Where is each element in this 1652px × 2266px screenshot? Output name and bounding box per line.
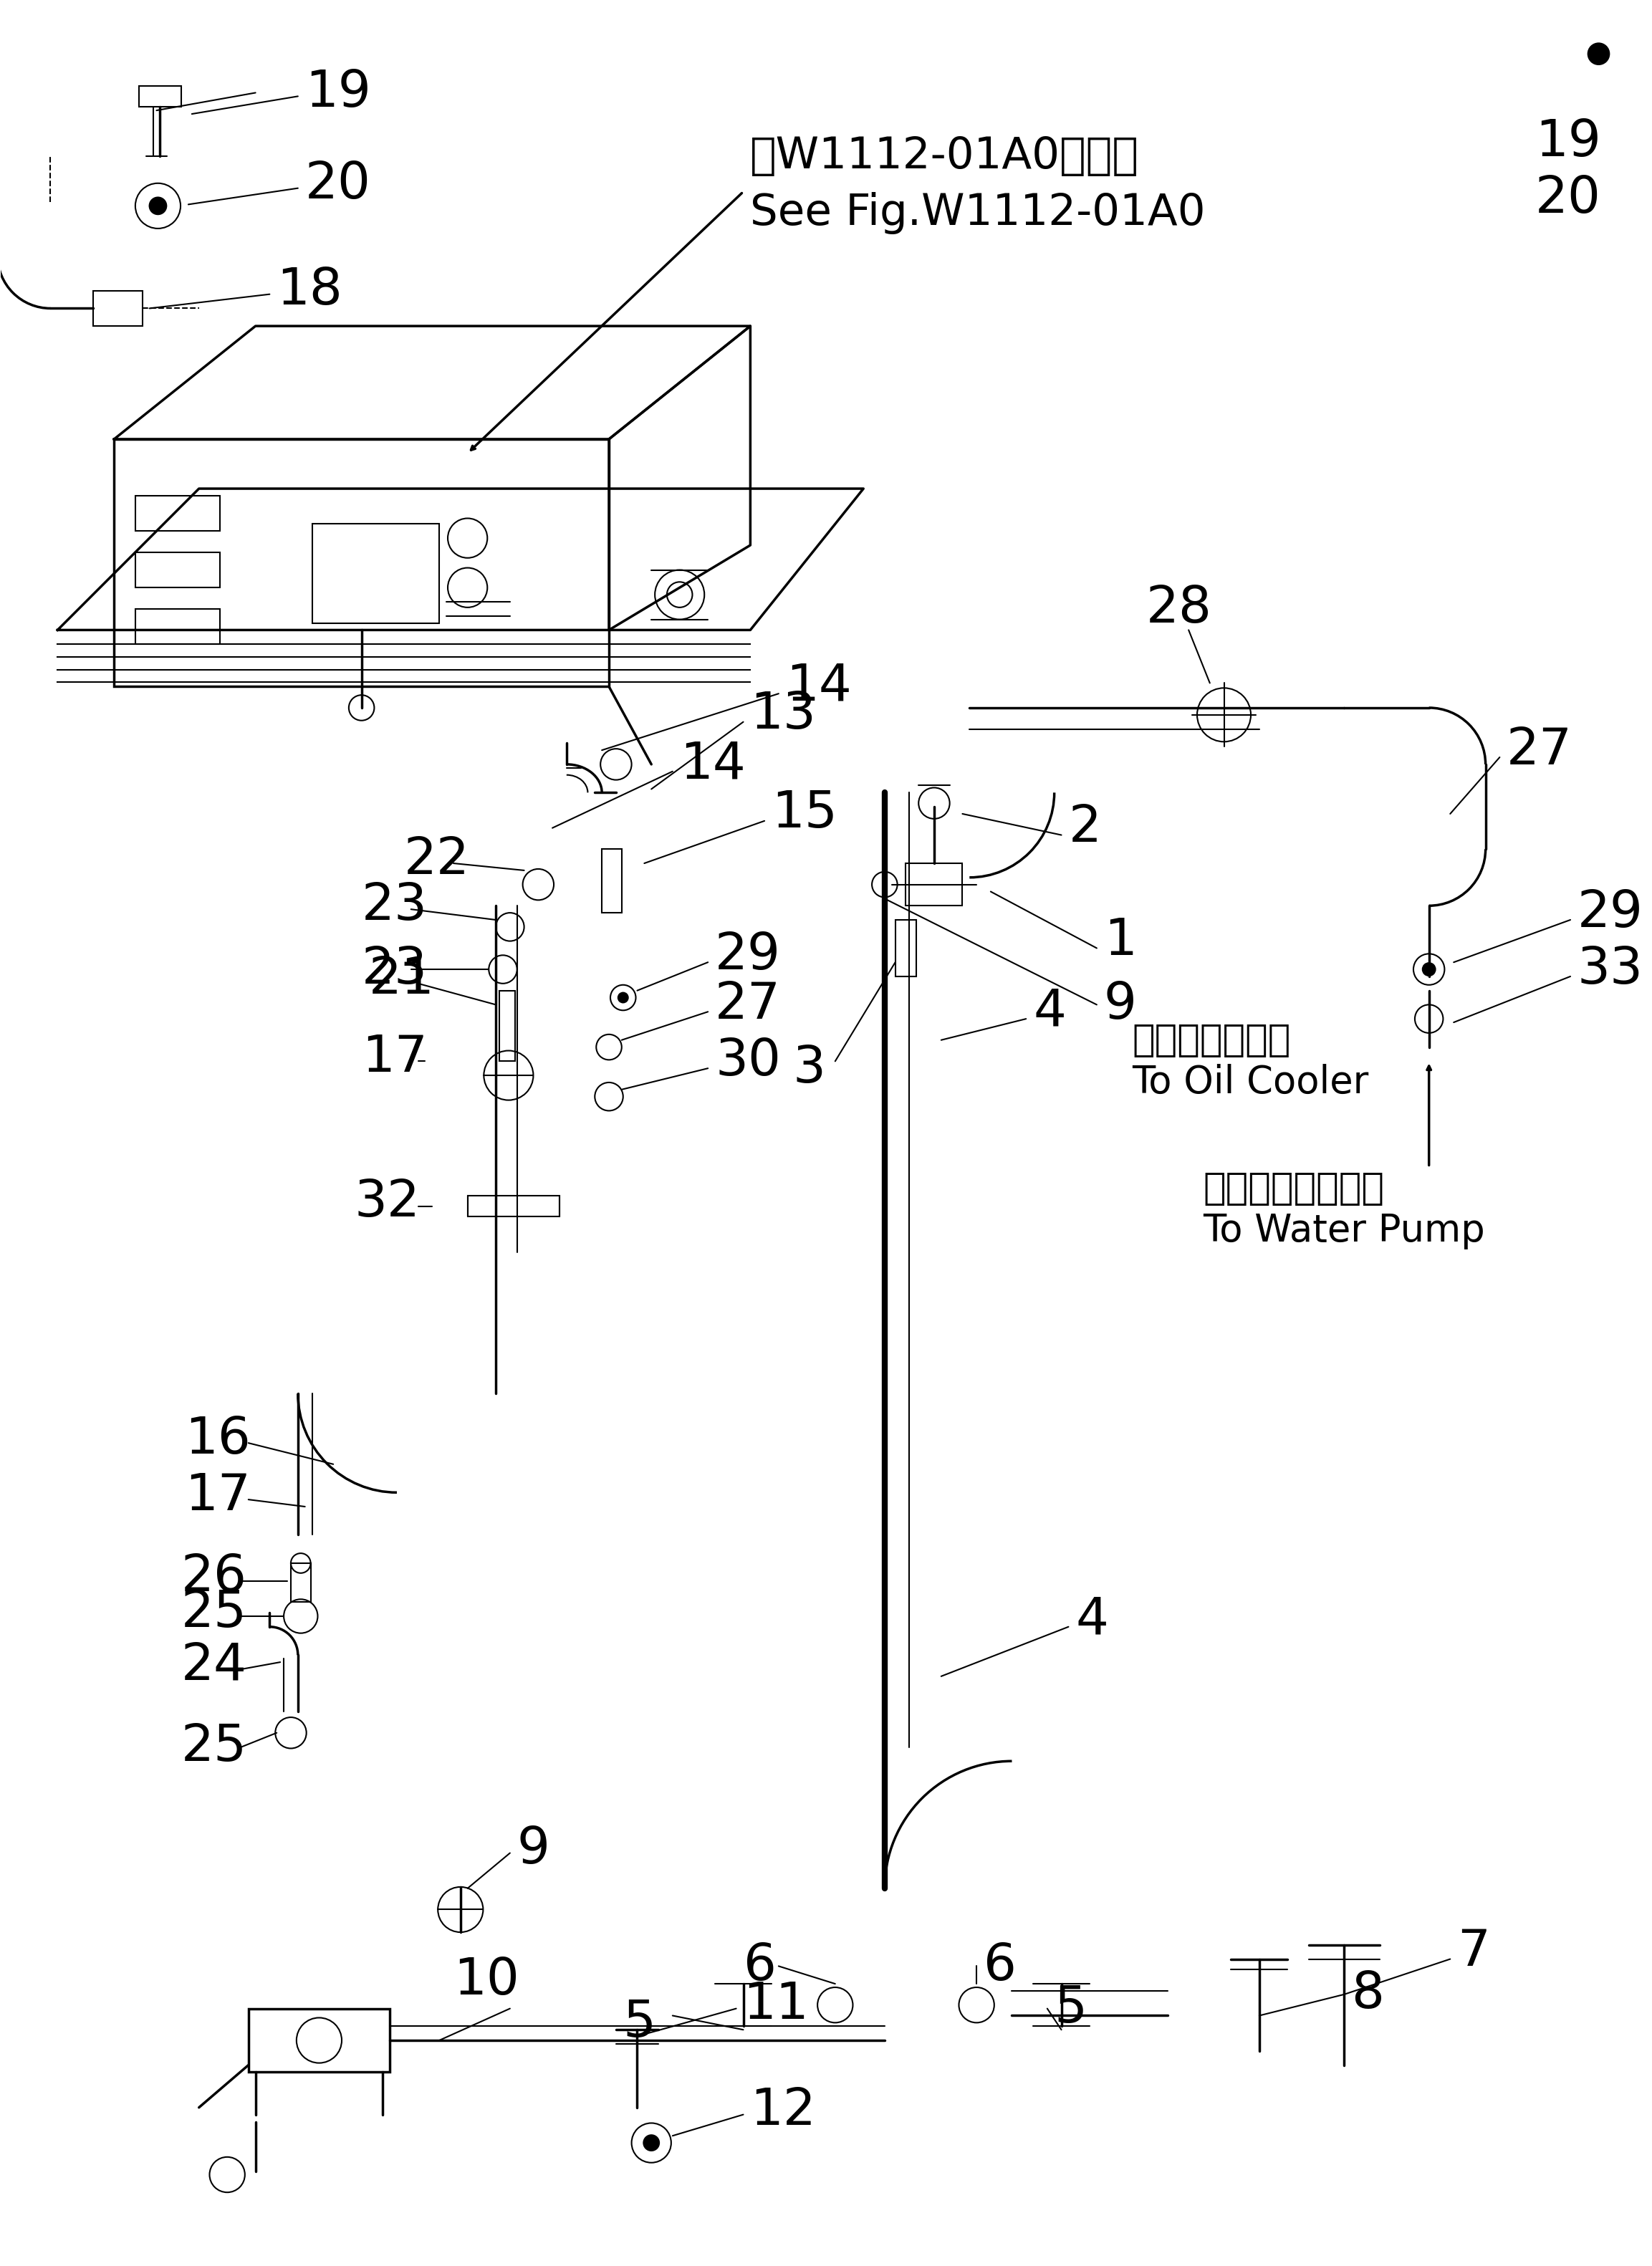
Text: 20: 20 — [306, 161, 370, 208]
Text: 19: 19 — [1535, 118, 1601, 168]
Text: 7: 7 — [1457, 1928, 1490, 1976]
Text: 9: 9 — [517, 1824, 550, 1874]
Text: 11: 11 — [743, 1980, 809, 2030]
Text: 22: 22 — [405, 836, 469, 884]
Text: 18: 18 — [276, 265, 342, 315]
Text: 14: 14 — [679, 739, 745, 789]
Bar — [499, 990, 515, 1060]
Text: 27: 27 — [1507, 725, 1573, 775]
Text: 6: 6 — [743, 1942, 776, 1992]
Bar — [248, 2008, 390, 2071]
Bar — [135, 610, 220, 644]
Circle shape — [644, 2135, 659, 2150]
Text: 15: 15 — [771, 789, 838, 838]
Text: 16: 16 — [185, 1414, 251, 1464]
Bar — [291, 1564, 311, 1602]
Text: 5: 5 — [1054, 1983, 1087, 2033]
Text: 9: 9 — [1104, 979, 1137, 1029]
Bar — [905, 863, 963, 906]
Text: 30: 30 — [715, 1036, 781, 1085]
Text: 12: 12 — [750, 2087, 816, 2137]
Text: 6: 6 — [983, 1942, 1016, 1992]
Bar — [468, 1196, 560, 1217]
Text: 29: 29 — [1578, 888, 1644, 938]
Text: 10: 10 — [453, 1956, 519, 2005]
Text: 33: 33 — [1578, 945, 1644, 995]
Circle shape — [618, 993, 628, 1002]
Text: 25: 25 — [182, 1588, 248, 1638]
Text: To Oil Cooler: To Oil Cooler — [1132, 1063, 1370, 1101]
Text: 第W1112-01A0図参照: 第W1112-01A0図参照 — [750, 136, 1140, 177]
Bar — [114, 440, 610, 687]
Bar — [312, 523, 439, 623]
Bar — [895, 920, 917, 977]
Circle shape — [1588, 43, 1609, 63]
Text: 5: 5 — [623, 1999, 656, 2048]
Text: 4: 4 — [1075, 1595, 1108, 1645]
Text: To Water Pump: To Water Pump — [1203, 1212, 1485, 1249]
Text: オイルクーラへ: オイルクーラへ — [1132, 1022, 1290, 1058]
Text: See Fig.W1112-01A0: See Fig.W1112-01A0 — [750, 193, 1206, 233]
Text: 17: 17 — [362, 1033, 428, 1083]
Text: 26: 26 — [182, 1552, 248, 1602]
Text: 32: 32 — [355, 1178, 420, 1228]
Text: 1: 1 — [1104, 915, 1137, 965]
Text: 3: 3 — [793, 1045, 826, 1092]
Bar — [135, 553, 220, 587]
Text: 28: 28 — [1146, 585, 1213, 634]
Text: 23: 23 — [362, 945, 428, 995]
Text: 21: 21 — [368, 956, 434, 1004]
Text: 2: 2 — [1069, 802, 1102, 852]
Bar — [135, 496, 220, 530]
Text: 13: 13 — [750, 691, 816, 739]
Bar — [93, 290, 142, 326]
Text: 4: 4 — [1032, 988, 1066, 1036]
Bar — [601, 850, 621, 913]
Text: 27: 27 — [715, 979, 781, 1029]
Text: 19: 19 — [306, 68, 370, 118]
Text: 14: 14 — [786, 662, 851, 712]
Text: 25: 25 — [182, 1722, 248, 1772]
Bar — [139, 86, 182, 107]
Text: 20: 20 — [1535, 174, 1601, 224]
Text: 29: 29 — [715, 931, 781, 979]
Circle shape — [1422, 963, 1436, 977]
Circle shape — [149, 197, 167, 215]
Text: ウォータポンプへ: ウォータポンプへ — [1203, 1169, 1384, 1208]
Text: 23: 23 — [362, 881, 428, 931]
Text: 24: 24 — [182, 1641, 248, 1690]
Text: 8: 8 — [1351, 1969, 1384, 2019]
Text: 17: 17 — [185, 1471, 251, 1520]
